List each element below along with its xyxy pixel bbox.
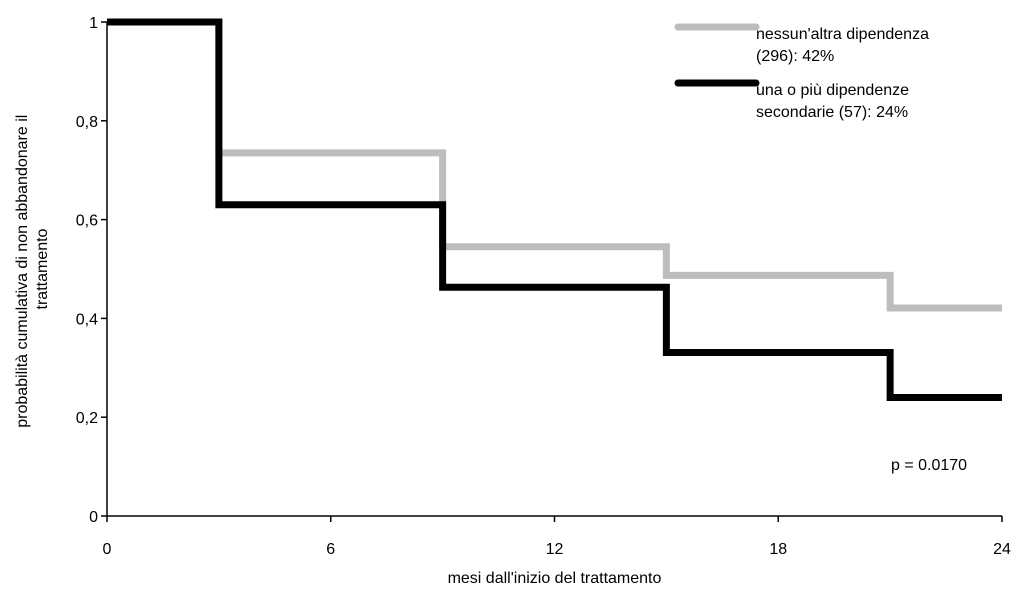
y-tick-label: 1 bbox=[89, 15, 98, 32]
x-tick-label: 12 bbox=[546, 541, 564, 558]
series-line-one_or_more bbox=[107, 18, 1002, 401]
legend-label-one_or_more: una o più dipendenze bbox=[756, 82, 909, 99]
x-tick-label: 0 bbox=[103, 541, 112, 558]
axes: 0 0,2 0,4 0,6 0,8 1 0 6 12 18 24 bbox=[76, 15, 1011, 558]
x-tick-label: 6 bbox=[326, 541, 335, 558]
y-tick-label: 0,2 bbox=[76, 410, 98, 427]
series-layer bbox=[107, 18, 1002, 401]
y-axis-title-line-1: probabilità cumulativa di non abbandonar… bbox=[14, 115, 31, 428]
x-tick-label: 18 bbox=[769, 541, 787, 558]
y-tick-label: 0,8 bbox=[76, 114, 98, 131]
y-axis-title: probabilità cumulativa di non abbandonar… bbox=[14, 110, 51, 428]
y-tick-label: 0,4 bbox=[76, 311, 98, 328]
x-tick-label: 24 bbox=[993, 541, 1011, 558]
legend-label-one_or_more: secondarie (57): 24% bbox=[756, 104, 908, 121]
y-axis-title-line-2: trattamento bbox=[34, 228, 51, 309]
x-axis-title: mesi dall'inizio del trattamento bbox=[448, 570, 662, 587]
series-line-none bbox=[107, 18, 1002, 312]
p-value-annotation: p = 0.0170 bbox=[891, 457, 967, 474]
y-tick-label: 0 bbox=[89, 509, 98, 526]
legend: nessun'altra dipendenza (296): 42% una o p… bbox=[674, 23, 929, 121]
y-tick-label: 0,6 bbox=[76, 213, 98, 230]
legend-label-none: (296): 42% bbox=[756, 48, 834, 65]
legend-label-none: nessun'altra dipendenza bbox=[756, 26, 929, 43]
